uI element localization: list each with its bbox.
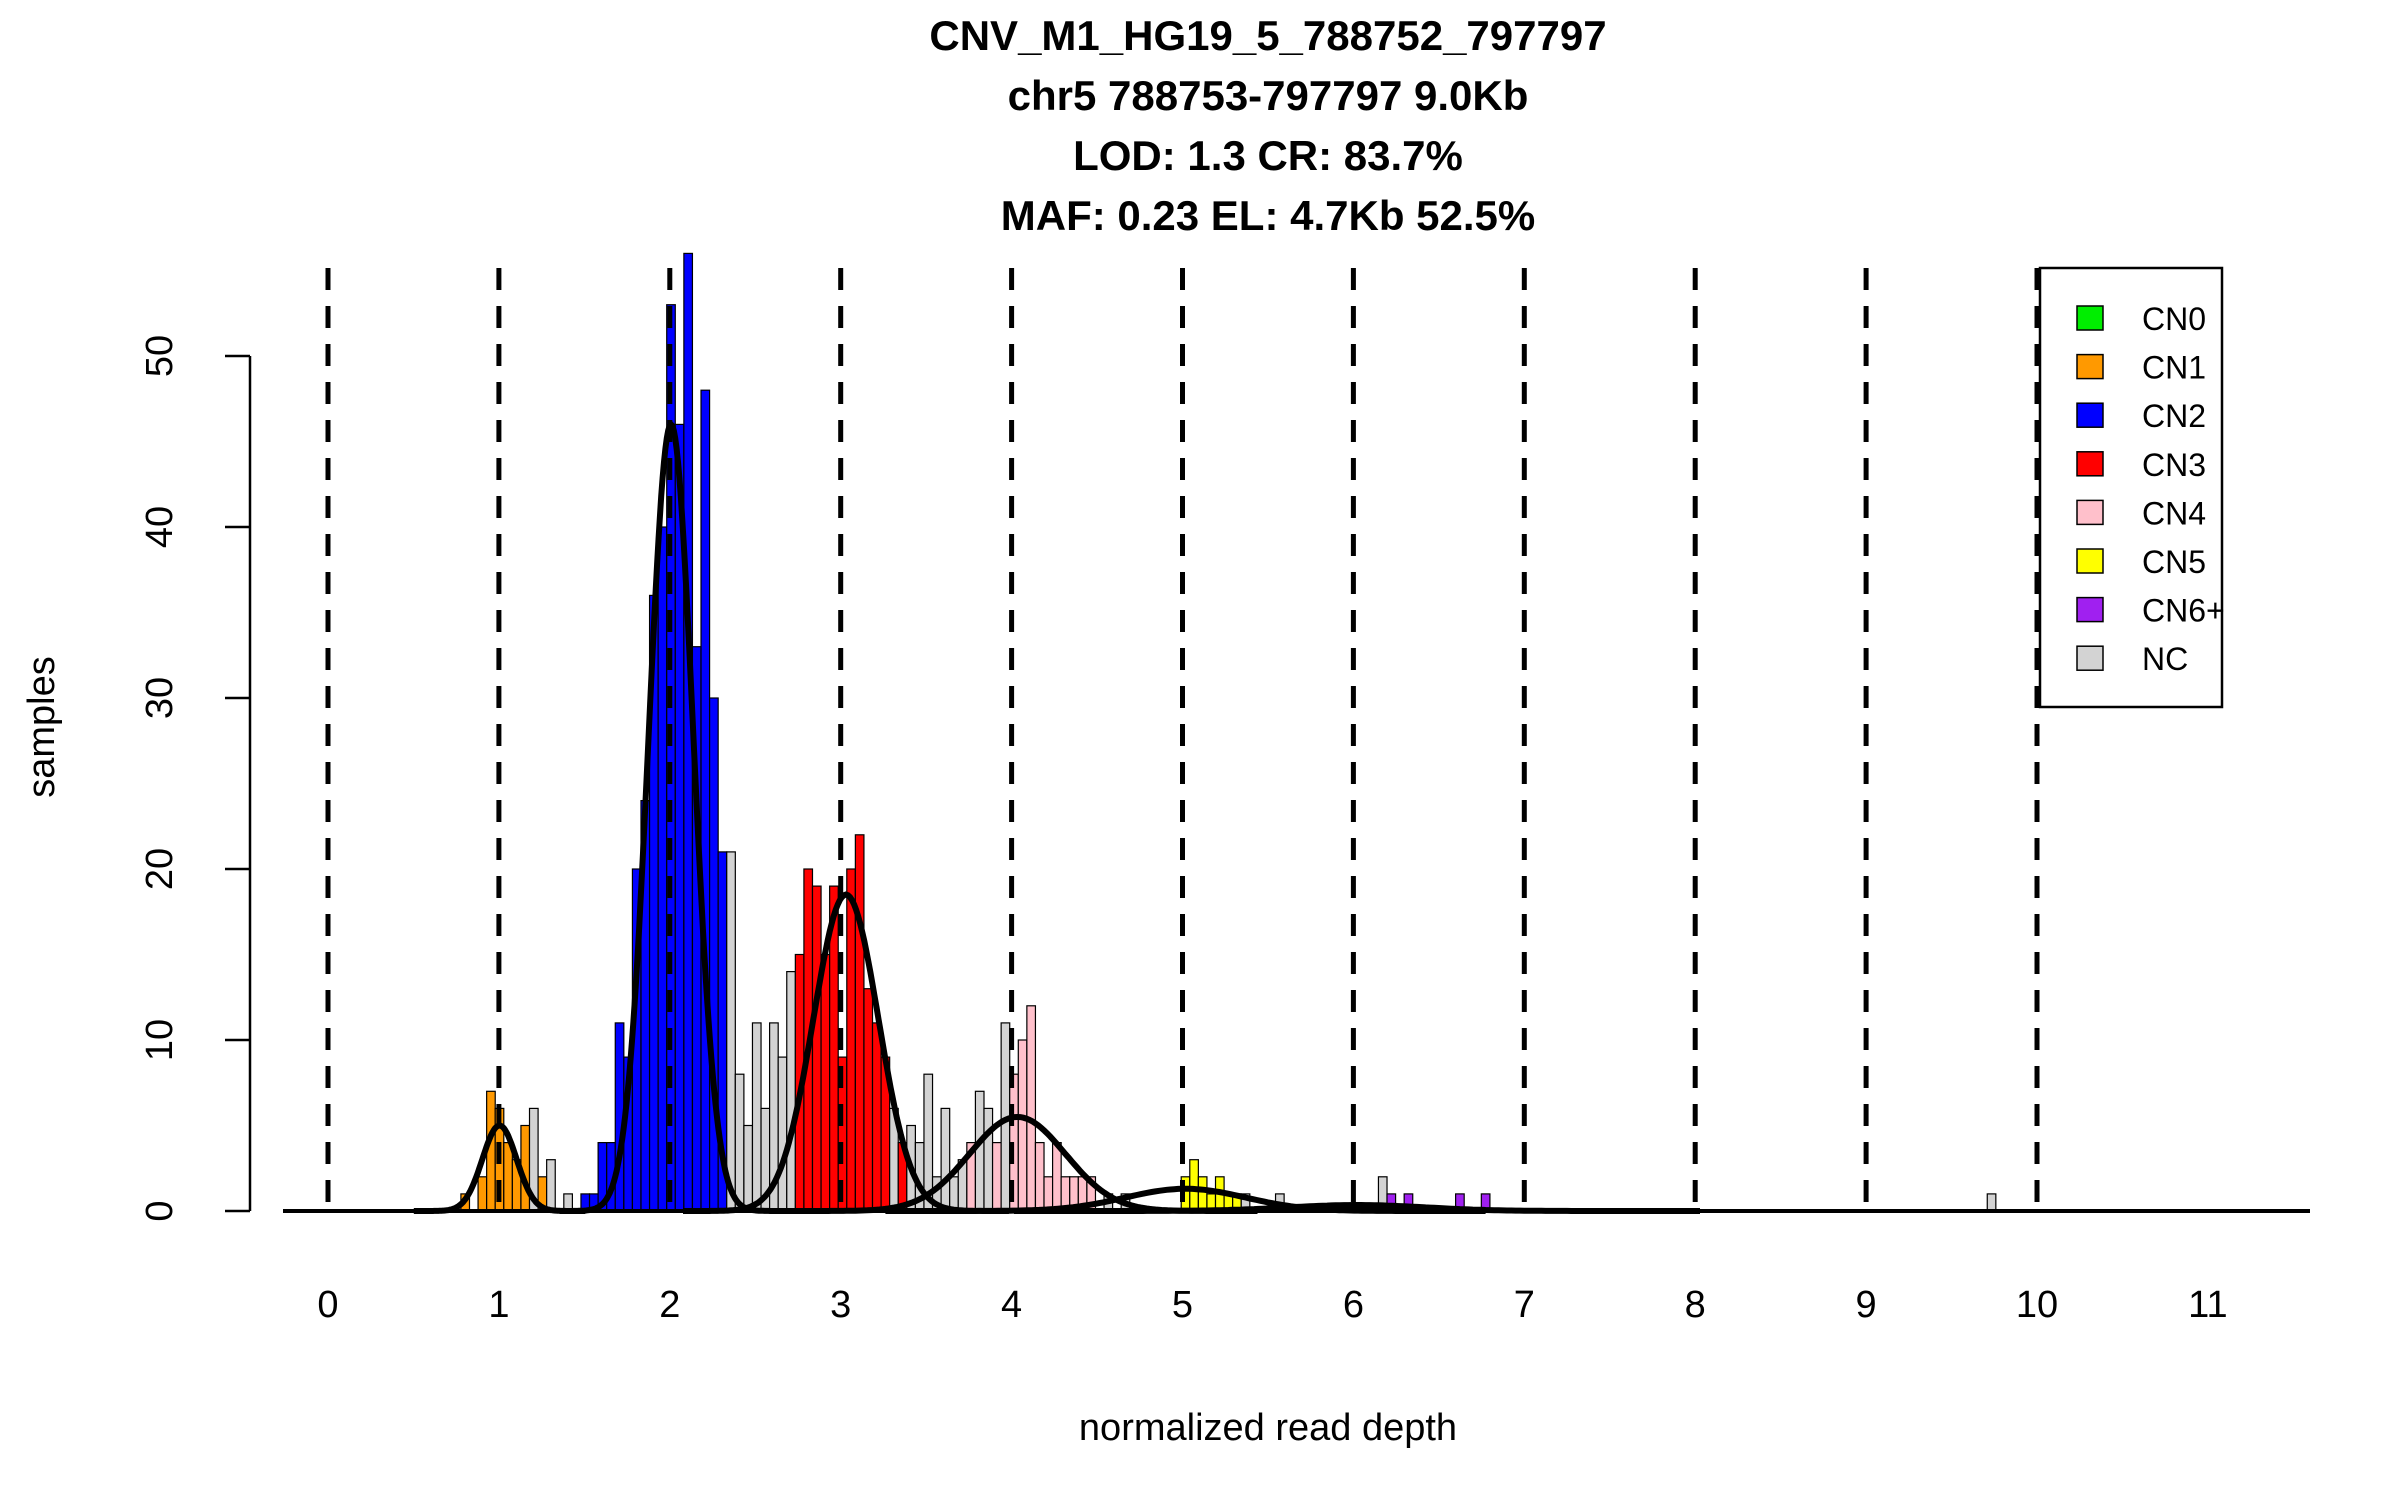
legend-label: CN1 bbox=[2142, 350, 2206, 386]
x-tick-label: 10 bbox=[2016, 1284, 2058, 1326]
legend-swatch bbox=[2076, 645, 2104, 671]
histogram-bar bbox=[1017, 1039, 1028, 1212]
legend: CN0 CN1 CN2 CN3 CN4 CN5 CN6+ NC bbox=[2038, 266, 2225, 709]
y-tick-label: 30 bbox=[139, 677, 181, 719]
y-tick-label: 0 bbox=[139, 1200, 181, 1221]
chart-title-line-3: LOD: 1.3 CR: 83.7% bbox=[1073, 132, 1463, 179]
y-axis-label: samples bbox=[21, 656, 63, 798]
y-tick-label: 50 bbox=[139, 335, 181, 377]
chart-title-line-2: chr5 788753-797797 9.0Kb bbox=[1008, 72, 1529, 119]
histogram-bar bbox=[863, 988, 874, 1212]
histogram-bar bbox=[949, 1176, 959, 1212]
x-tick-label: 9 bbox=[1856, 1284, 1877, 1326]
histogram-bar bbox=[871, 1022, 882, 1212]
legend-swatch bbox=[2076, 402, 2104, 428]
histogram-bar bbox=[1051, 1141, 1062, 1212]
histogram-bar bbox=[1189, 1159, 1199, 1212]
y-tick-label: 20 bbox=[139, 848, 181, 890]
histogram-bar bbox=[983, 1107, 994, 1212]
legend-label: CN5 bbox=[2142, 544, 2206, 580]
legend-label: NC bbox=[2142, 641, 2188, 677]
histogram-bar bbox=[657, 526, 668, 1212]
legend-swatch bbox=[2076, 548, 2104, 574]
histogram-bar bbox=[846, 868, 856, 1212]
histogram-bar bbox=[974, 1090, 985, 1212]
legend-label: CN4 bbox=[2142, 495, 2206, 531]
histogram-bar bbox=[786, 970, 796, 1212]
x-tick-label: 0 bbox=[317, 1284, 338, 1326]
chart-title-line-1: CNV_M1_HG19_5_788752_797797 bbox=[929, 12, 1606, 59]
copy-number-dashed-lines bbox=[325, 268, 2040, 1211]
histogram-bar bbox=[1034, 1141, 1045, 1212]
legend-swatch bbox=[2076, 596, 2104, 623]
histogram-bar bbox=[854, 834, 865, 1212]
legend-swatch bbox=[2076, 499, 2104, 526]
legend-swatch bbox=[2076, 451, 2104, 477]
legend-label: CN0 bbox=[2142, 301, 2206, 337]
x-tick-label: 11 bbox=[2188, 1284, 2227, 1326]
histogram-bar bbox=[811, 885, 822, 1212]
histogram-bar bbox=[751, 1022, 762, 1212]
histogram-bar bbox=[503, 1141, 513, 1212]
histogram-bar bbox=[743, 1124, 754, 1212]
y-tick-label: 40 bbox=[139, 506, 181, 548]
histogram-bar bbox=[1986, 1193, 1997, 1212]
x-axis-label: normalized read depth bbox=[1079, 1407, 1457, 1449]
x-tick-label: 3 bbox=[830, 1284, 851, 1326]
chart-title-line-4: MAF: 0.23 EL: 4.7Kb 52.5% bbox=[1001, 192, 1536, 239]
histogram-bar bbox=[726, 851, 736, 1212]
axes: 0 10 20 30 40 50 0 1 2 3 4 5 6 7 8 9 10 11 bbox=[139, 335, 2310, 1326]
legend-swatch bbox=[2076, 353, 2104, 380]
legend-label: CN2 bbox=[2142, 398, 2206, 434]
x-tick-label: 5 bbox=[1172, 1284, 1193, 1326]
histogram-bar bbox=[1197, 1176, 1208, 1212]
x-tick-label: 7 bbox=[1514, 1284, 1535, 1326]
x-tick-label: 2 bbox=[659, 1284, 680, 1326]
y-tick-label: 10 bbox=[139, 1019, 181, 1061]
histogram-bar bbox=[734, 1073, 745, 1212]
histogram-bar bbox=[820, 953, 831, 1212]
histogram-bar bbox=[991, 1141, 1002, 1212]
legend-label: CN3 bbox=[2142, 447, 2206, 483]
x-tick-label: 1 bbox=[488, 1284, 509, 1326]
histogram-bar bbox=[1043, 1176, 1054, 1212]
histogram-bar bbox=[477, 1176, 488, 1212]
histogram-bar bbox=[700, 389, 711, 1212]
x-tick-label: 8 bbox=[1685, 1284, 1706, 1326]
histogram-bar bbox=[1026, 1005, 1037, 1212]
legend-box bbox=[2038, 266, 2224, 709]
histogram-bar bbox=[777, 1056, 788, 1212]
legend-swatch bbox=[2076, 305, 2104, 331]
x-tick-label: 4 bbox=[1001, 1284, 1022, 1326]
histogram-bar bbox=[940, 1107, 951, 1212]
fit-curves bbox=[413, 420, 1700, 1214]
x-tick-label: 6 bbox=[1343, 1284, 1364, 1326]
histogram-bar bbox=[546, 1159, 556, 1212]
legend-label: CN6+ bbox=[2142, 593, 2225, 629]
